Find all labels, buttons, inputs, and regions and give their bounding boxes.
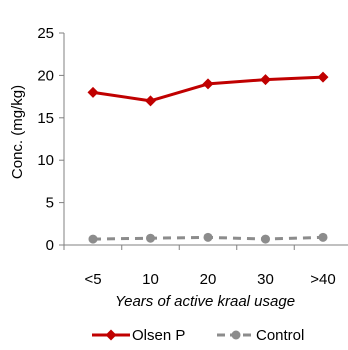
x-tick-label: 30 — [257, 271, 274, 288]
series-0 — [87, 71, 329, 107]
y-tick-label: 5 — [46, 195, 54, 212]
y-tick-label: 15 — [37, 110, 54, 127]
y-tick-label: 25 — [37, 25, 54, 42]
y-axis-title: Conc. (mg/kg) — [9, 85, 26, 179]
y-tick-label: 0 — [46, 237, 54, 254]
legend-marker — [105, 329, 117, 341]
data-point — [203, 232, 213, 242]
x-tick-label: 20 — [200, 271, 217, 288]
y-tick-label: 10 — [37, 152, 54, 169]
data-point — [87, 86, 99, 98]
data-point — [260, 74, 271, 86]
data-point — [88, 234, 98, 244]
y-tick-label: 20 — [37, 67, 54, 84]
data-point — [261, 234, 270, 244]
legend-item: Olsen P — [92, 327, 185, 344]
x-axis-title: Years of active kraal usage — [115, 293, 295, 310]
data-point — [317, 71, 329, 83]
data-point — [146, 233, 155, 243]
series-layer — [87, 71, 329, 244]
legend-item: Control — [217, 327, 304, 344]
x-tick-label: 10 — [142, 271, 159, 288]
legend-label: Control — [256, 327, 304, 344]
legend: Olsen P Control — [92, 327, 304, 344]
series-1 — [88, 232, 328, 244]
legend-label: Olsen P — [132, 327, 185, 344]
data-point — [202, 78, 214, 90]
y-axis: 0 5 10 15 20 25 — [37, 25, 65, 254]
data-point — [145, 95, 156, 107]
x-tick-label: >40 — [310, 271, 335, 288]
legend-marker — [231, 330, 241, 340]
x-tick-label: <5 — [84, 271, 101, 288]
x-axis: <5 10 20 30 >40 — [63, 244, 348, 288]
data-point — [318, 232, 328, 242]
